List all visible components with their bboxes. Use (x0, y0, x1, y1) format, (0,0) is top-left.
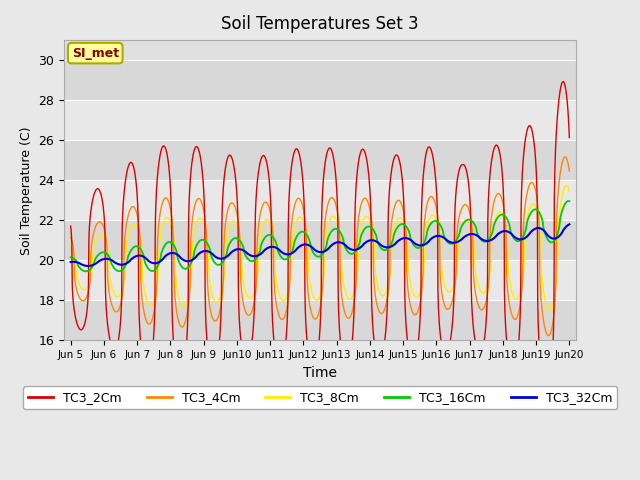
Text: SI_met: SI_met (72, 47, 119, 60)
TC3_16Cm (564, 198, 572, 204)
TC3_2Cm (566, 134, 573, 140)
Y-axis label: Soil Temperature (C): Soil Temperature (C) (20, 126, 33, 254)
TC3_8Cm (334, 222, 342, 228)
TC3_16Cm (522, 228, 529, 234)
Line: TC3_8Cm: TC3_8Cm (70, 186, 570, 311)
Bar (64, 300, 576, 340)
Line: TC3_32Cm: TC3_32Cm (70, 224, 570, 266)
Bar (64, 180, 576, 220)
TC3_8Cm (566, 189, 573, 194)
TC3_2Cm (206, 360, 214, 366)
TC3_32Cm (465, 232, 472, 238)
Line: TC3_2Cm: TC3_2Cm (70, 82, 570, 400)
TC3_4Cm (535, 221, 543, 227)
Bar (64, 260, 576, 300)
TC3_16Cm (536, 210, 543, 216)
TC3_32Cm (84, 263, 92, 269)
Line: TC3_16Cm: TC3_16Cm (70, 201, 570, 271)
TC3_8Cm (465, 218, 472, 224)
TC3_4Cm (465, 205, 472, 211)
Bar (64, 60, 576, 100)
Title: Soil Temperatures Set 3: Soil Temperatures Set 3 (221, 15, 419, 33)
TC3_2Cm (543, 397, 550, 403)
TC3_32Cm (334, 240, 342, 245)
TC3_2Cm (535, 342, 543, 348)
Bar (64, 100, 576, 140)
TC3_4Cm (67, 234, 74, 240)
TC3_8Cm (206, 278, 214, 284)
TC3_16Cm (345, 250, 353, 256)
TC3_16Cm (82, 268, 90, 274)
Legend: TC3_2Cm, TC3_4Cm, TC3_8Cm, TC3_16Cm, TC3_32Cm: TC3_2Cm, TC3_4Cm, TC3_8Cm, TC3_16Cm, TC3… (23, 386, 617, 409)
Bar (64, 220, 576, 260)
TC3_8Cm (522, 231, 529, 237)
TC3_16Cm (566, 198, 573, 204)
TC3_4Cm (334, 213, 342, 219)
TC3_32Cm (566, 221, 573, 227)
TC3_2Cm (67, 223, 74, 229)
Bar (64, 140, 576, 180)
TC3_4Cm (345, 315, 353, 321)
TC3_32Cm (536, 225, 543, 231)
TC3_32Cm (67, 259, 74, 265)
TC3_4Cm (522, 202, 529, 207)
TC3_2Cm (465, 180, 472, 185)
TC3_32Cm (206, 249, 214, 255)
TC3_16Cm (206, 247, 214, 252)
TC3_8Cm (535, 219, 543, 225)
Line: TC3_4Cm: TC3_4Cm (70, 157, 570, 336)
TC3_2Cm (559, 79, 567, 84)
TC3_4Cm (206, 303, 214, 309)
TC3_4Cm (561, 154, 569, 160)
TC3_8Cm (67, 241, 74, 247)
TC3_32Cm (345, 245, 353, 251)
TC3_8Cm (563, 183, 570, 189)
TC3_2Cm (522, 137, 529, 143)
TC3_16Cm (465, 217, 472, 223)
TC3_32Cm (522, 235, 529, 240)
TC3_8Cm (546, 308, 554, 313)
TC3_4Cm (566, 168, 573, 174)
TC3_16Cm (334, 227, 342, 233)
TC3_4Cm (545, 333, 552, 338)
TC3_16Cm (67, 254, 74, 260)
X-axis label: Time: Time (303, 366, 337, 380)
TC3_8Cm (345, 296, 353, 302)
TC3_2Cm (334, 225, 342, 231)
TC3_2Cm (345, 361, 353, 367)
